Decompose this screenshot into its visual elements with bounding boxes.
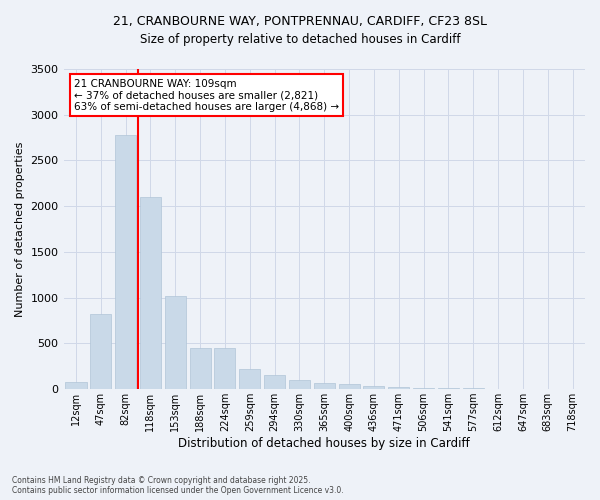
Bar	[165, 296, 186, 389]
Bar	[65, 382, 86, 389]
Y-axis label: Number of detached properties: Number of detached properties	[15, 142, 25, 317]
Bar	[190, 348, 211, 389]
Bar	[90, 314, 112, 389]
Bar	[463, 388, 484, 389]
Text: Size of property relative to detached houses in Cardiff: Size of property relative to detached ho…	[140, 32, 460, 46]
Text: 21 CRANBOURNE WAY: 109sqm
← 37% of detached houses are smaller (2,821)
63% of se: 21 CRANBOURNE WAY: 109sqm ← 37% of detac…	[74, 78, 339, 112]
Bar	[115, 135, 136, 389]
X-axis label: Distribution of detached houses by size in Cardiff: Distribution of detached houses by size …	[178, 437, 470, 450]
Bar	[438, 388, 459, 389]
Text: 21, CRANBOURNE WAY, PONTPRENNAU, CARDIFF, CF23 8SL: 21, CRANBOURNE WAY, PONTPRENNAU, CARDIFF…	[113, 15, 487, 28]
Bar	[264, 376, 285, 389]
Bar	[239, 370, 260, 389]
Bar	[364, 386, 385, 389]
Bar	[140, 197, 161, 389]
Bar	[289, 380, 310, 389]
Bar	[314, 383, 335, 389]
Bar	[413, 388, 434, 389]
Bar	[388, 388, 409, 389]
Bar	[214, 348, 235, 389]
Bar	[338, 384, 359, 389]
Text: Contains HM Land Registry data © Crown copyright and database right 2025.
Contai: Contains HM Land Registry data © Crown c…	[12, 476, 344, 495]
